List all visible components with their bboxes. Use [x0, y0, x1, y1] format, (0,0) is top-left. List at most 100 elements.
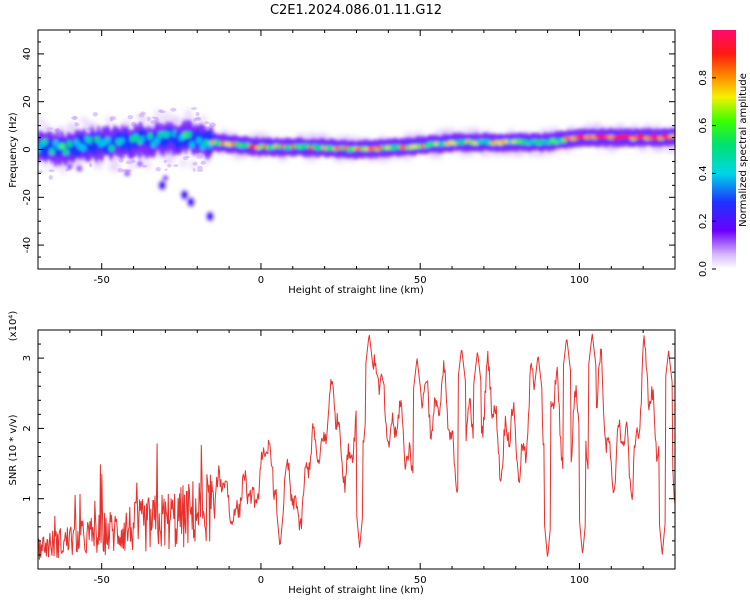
spectrogram-core-blob	[66, 140, 73, 148]
spectrogram-speck	[125, 160, 133, 165]
spectrogram-core-blob	[63, 148, 70, 156]
spectrogram-speck	[118, 158, 124, 163]
spectrogram-speck	[154, 116, 160, 122]
x-tick-label: 100	[570, 275, 589, 286]
snr-series-line	[38, 333, 675, 560]
spectrogram-halo-blob	[164, 112, 172, 121]
spectrogram-speck	[147, 116, 151, 122]
spectrogram-core-blob	[42, 138, 49, 146]
y-tick-label: 2	[22, 425, 33, 431]
spectrogram-halo-blob	[110, 157, 118, 166]
spectrogram-speck	[209, 122, 216, 128]
spectrogram-speck	[170, 107, 177, 112]
spectrogram-core-blob	[49, 148, 56, 155]
colorbar-tick-label: 0.8	[698, 70, 709, 86]
spectrogram-speck	[200, 160, 206, 165]
branch-blob	[159, 181, 166, 190]
spectrogram-speck	[46, 127, 54, 130]
spectrogram-panel: -50 0 50 100 -40 -20 0 20 40 Height of straight …	[8, 29, 676, 296]
x-tick-label: -50	[94, 575, 110, 586]
spectrogram-halo-blob	[159, 116, 167, 125]
snr-ticks: -50 0 50 100 1 2 3	[22, 330, 676, 586]
x-tick-label: 0	[258, 575, 264, 586]
spectrogram-core-blob	[147, 132, 154, 140]
spectrogram-speck	[196, 154, 204, 159]
spectrogram-halo-blob	[141, 115, 149, 124]
y-tick-label: -40	[22, 237, 33, 253]
spectrogram-halo-blob	[95, 160, 103, 169]
spectrogram-halo-blob	[179, 159, 187, 168]
spectrogram-core-blob	[105, 136, 112, 144]
spectrogram-halo-blob	[38, 117, 45, 126]
spectrogram-speck	[124, 170, 131, 177]
branch-blob	[181, 190, 188, 199]
spectrogram-speck	[72, 115, 77, 120]
spectrogram-halo-blob	[42, 160, 50, 169]
spectrogram-core-blob	[154, 137, 161, 144]
spectrogram-speck	[48, 175, 53, 180]
snr-panel: -50 0 50 100 1 2 3 Height of straight line (km…	[8, 311, 676, 596]
spectrogram-speck	[190, 107, 198, 110]
spectrogram-halo-blob	[403, 153, 411, 162]
snr-scale-note: (x10⁴)	[8, 311, 19, 342]
spectrogram-halo-blob	[640, 144, 648, 153]
spectrogram-speck	[159, 110, 166, 114]
spectrogram-speck	[167, 163, 172, 168]
spectrogram-halo-blob	[174, 118, 182, 127]
colorbar: 0.0 0.2 0.4 0.6 0.8 Normalized spectral ampl…	[698, 30, 749, 277]
spectrogram-core-blob	[185, 131, 192, 139]
spectrogram-speck	[48, 169, 55, 173]
spectrogram-speck	[196, 169, 204, 172]
spectrogram-core-blob	[196, 137, 203, 144]
spectrogram-speck	[76, 165, 83, 172]
spectrogram-core-blob	[189, 141, 196, 149]
spectrogram-speck	[92, 112, 98, 117]
spectrogram-core-blob	[94, 136, 101, 144]
spectrogram-speck	[66, 163, 73, 170]
spectrogram-halo-blob	[447, 127, 455, 136]
spectrogram-speck	[109, 116, 117, 121]
spectrogram-core-blob	[168, 134, 175, 142]
spectrogram-speck	[76, 123, 80, 126]
spectrogram-ticks: -50 0 50 100 -40 -20 0 20 40	[22, 29, 676, 286]
spectrogram-halo-blob	[123, 119, 131, 128]
spectrogram-halo-blob	[482, 149, 490, 158]
spectrogram-halo-blob	[166, 155, 174, 164]
spectrogram-band	[38, 119, 675, 223]
y-tick-label: 20	[22, 95, 33, 108]
spectrogram-core-blob	[80, 144, 87, 152]
spectrogram-speck	[136, 160, 143, 167]
x-tick-label: 0	[258, 275, 264, 286]
spectrogram-speck	[163, 159, 168, 163]
snr-y-axis-label: SNR (10 * v/v)	[8, 414, 19, 485]
y-tick-label: 1	[22, 496, 33, 502]
spectrogram-core-blob	[126, 140, 133, 147]
snr-x-axis-label: Height of straight line (km)	[288, 585, 424, 596]
spectrogram-speck	[192, 161, 198, 166]
colorbar-ticks: 0.0 0.2 0.4 0.6 0.8	[698, 70, 716, 277]
spectrogram-speck	[173, 164, 179, 168]
spectrogram-speck	[164, 168, 168, 171]
x-tick-label: 100	[570, 575, 589, 586]
spectrogram-speck	[150, 119, 157, 124]
colorbar-tick-label: 0.6	[698, 118, 709, 134]
spectrogram-y-axis-label: Frequency (Hz)	[8, 112, 19, 188]
spectrogram-speck	[186, 155, 190, 159]
y-tick-label: -20	[22, 189, 33, 205]
spectrogram-speck	[74, 121, 79, 127]
figure-title: C2E1.2024.086.01.11.G12	[270, 3, 442, 18]
spectrogram-speck	[155, 166, 161, 172]
branch-blob	[206, 212, 213, 221]
y-tick-label: 0	[22, 146, 33, 152]
spectrogram-speck	[127, 115, 134, 120]
spectrogram-halo-blob	[80, 116, 88, 125]
spectrogram-halo-blob	[200, 115, 208, 124]
spectrogram-core-blob	[70, 148, 77, 156]
spectrogram-speck	[192, 168, 196, 172]
y-tick-label: 3	[22, 355, 33, 361]
y-tick-label: 40	[22, 48, 33, 61]
colorbar-tick-label: 0.0	[698, 261, 709, 277]
spectrogram-halo-blob	[59, 165, 67, 174]
spectrogram-speck	[162, 175, 169, 182]
